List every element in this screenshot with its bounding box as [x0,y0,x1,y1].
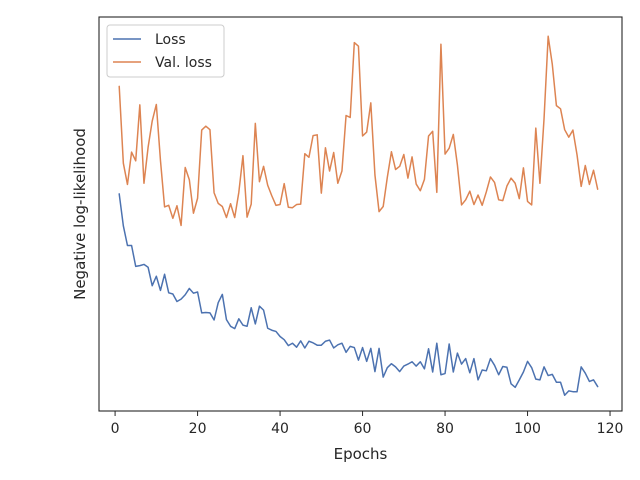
plot-frame [98,16,623,412]
series-line-val-loss [118,35,599,227]
x-axis-title: Epochs [334,445,388,463]
legend-label: Val. loss [155,55,212,71]
x-axis-ticks: 0 20 40 60 80 100 120 [111,411,624,437]
series-line-loss [118,193,599,396]
x-tick-label: 40 [271,421,289,437]
y-axis-title: Negative log-likelihood [71,128,89,300]
x-tick-label: 120 [597,421,624,437]
legend-box [106,24,225,78]
x-tick-label: 100 [514,421,541,437]
x-tick-label: 80 [436,421,454,437]
legend: Loss Val. loss [106,24,225,78]
legend-label: Loss [155,32,186,48]
x-tick-label: 60 [354,421,372,437]
series-layer [118,35,599,396]
x-tick-label: 20 [189,421,207,437]
x-tick-label: 0 [111,421,120,437]
